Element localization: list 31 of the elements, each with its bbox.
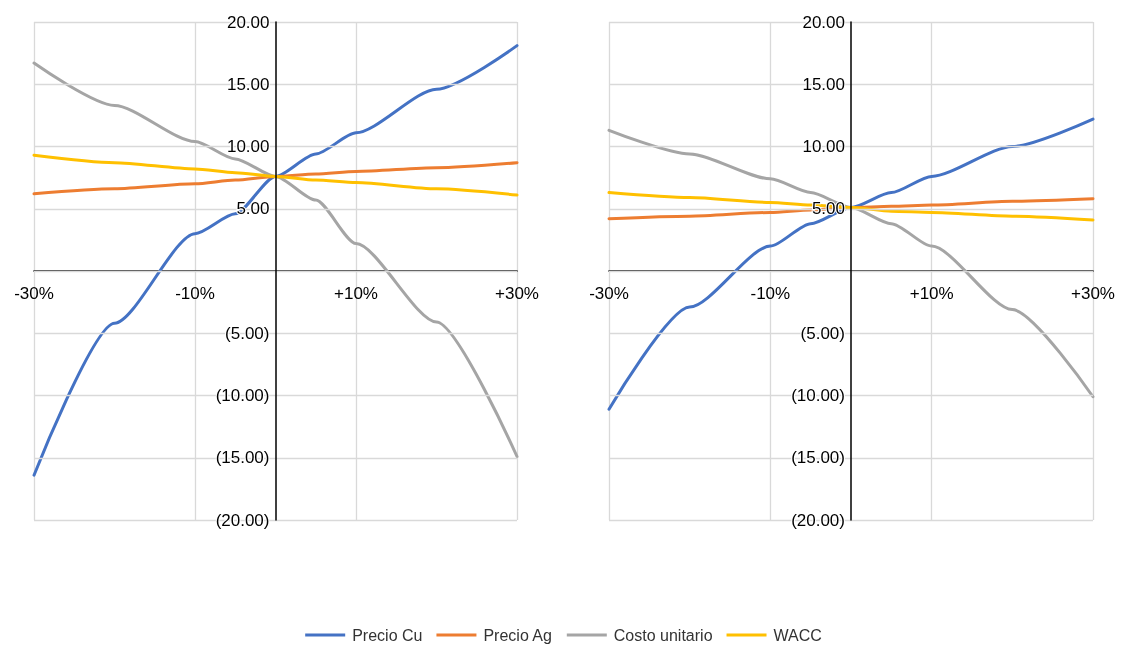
legend-label: Costo unitario — [613, 626, 713, 644]
x-tick-label: -30% — [14, 284, 54, 303]
x-tick-label: -10% — [750, 284, 791, 303]
y-tick-label: (15.00) — [791, 448, 845, 468]
x-tick-label: -10% — [175, 284, 215, 303]
y-tick-label: (5.00) — [800, 323, 845, 343]
x-tick-label: +30% — [495, 284, 539, 303]
x-tick-label: +10% — [334, 284, 378, 303]
y-tick-label: (20.00) — [215, 510, 270, 530]
y-tick-label: 10.00 — [802, 137, 845, 156]
x-tick-label: -30% — [589, 284, 629, 303]
x-tick-label: +10% — [909, 284, 954, 303]
y-tick-label: 5.00 — [236, 199, 270, 219]
y-tick-label: 20.00 — [802, 12, 845, 32]
y-tick-label: (20.00) — [791, 510, 845, 530]
legend-label: Precio Cu — [352, 626, 423, 644]
y-tick-label: (5.00) — [225, 323, 270, 343]
x-tick-label: +30% — [1071, 284, 1115, 303]
y-tick-label: 10.00 — [226, 137, 270, 156]
y-tick-label: (10.00) — [791, 386, 845, 405]
line-series — [607, 191, 1095, 222]
line-series — [607, 197, 1095, 221]
line-series — [32, 161, 519, 196]
y-tick-label: 15.00 — [226, 74, 270, 94]
y-tick-label: (15.00) — [215, 448, 270, 468]
y-tick-label: 20.00 — [226, 12, 270, 32]
legend-label: WACC — [773, 626, 822, 644]
y-tick-label: 15.00 — [802, 74, 845, 94]
legend-label: Precio Ag — [483, 626, 552, 644]
y-tick-label: (10.00) — [215, 386, 270, 405]
line-series — [32, 153, 519, 197]
